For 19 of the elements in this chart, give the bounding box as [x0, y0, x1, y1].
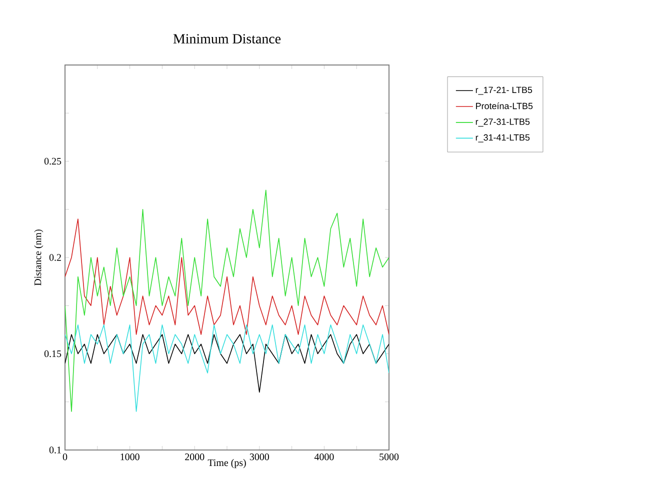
- x-tick-label: 0: [62, 454, 68, 460]
- y-tick-label: 0.2: [49, 254, 61, 261]
- line-series: [65, 218, 390, 335]
- x-axis-title: Time (ps): [208, 459, 246, 468]
- chart-title: Minimum Distance: [173, 34, 281, 44]
- x-tick-label: 3000: [250, 454, 269, 460]
- x-tick-label: 1000: [120, 454, 140, 460]
- y-tick-label: 0.15: [44, 350, 62, 358]
- legend-label: r_31-41-LTB5: [476, 134, 530, 142]
- legend-label: Proteína-LTB5: [476, 102, 533, 110]
- y-axis-title: Distance (nm): [34, 230, 44, 286]
- y-tick-label: 0.1: [49, 446, 61, 454]
- x-tick-label: 2000: [185, 454, 204, 460]
- legend-label: r_17-21- LTB5: [476, 86, 532, 95]
- legend-label: r_27-31-LTB5: [476, 118, 530, 127]
- line-series: [65, 190, 390, 412]
- y-tick-label: 0.25: [44, 158, 62, 165]
- x-tick-label: 4000: [314, 454, 334, 460]
- x-tick-label: 5000: [380, 454, 399, 460]
